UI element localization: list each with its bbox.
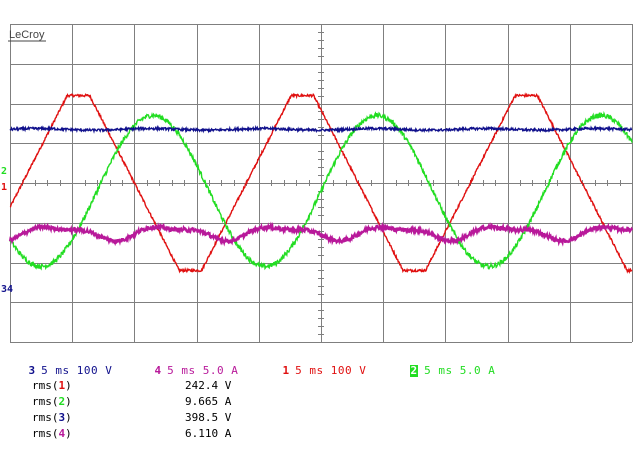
ch3-number: 3	[28, 364, 36, 377]
ch1-number: 1	[282, 364, 290, 377]
status-ch2[interactable]: 2 5 ms 5.0 A	[383, 347, 495, 377]
measurement-label: rms(2)	[32, 395, 72, 408]
measurement-row: rms(4) 6.110 A	[0, 426, 640, 442]
measurements-panel: rms(1) 242.4 V rms(2) 9.665 A rms(3) 398…	[0, 378, 640, 442]
oscilloscope-screen: 2 1 34 LeCroy	[0, 0, 640, 345]
screen-background	[0, 0, 640, 345]
measurement-value: 6.110 A	[185, 427, 232, 440]
measurement-value: 398.5 V	[185, 411, 232, 424]
ground-marker-1: 1	[1, 182, 7, 193]
measurement-row: rms(1) 242.4 V	[0, 378, 640, 394]
measurement-value: 242.4 V	[185, 379, 232, 392]
ground-marker-2: 2	[1, 166, 7, 177]
measurement-row: rms(3) 398.5 V	[0, 410, 640, 426]
measurement-value: 9.665 A	[185, 395, 232, 408]
measurement-row: rms(2) 9.665 A	[0, 394, 640, 410]
ch2-number: 2	[409, 364, 419, 377]
ch1-settings: 5 ms 100 V	[295, 364, 367, 377]
status-ch1[interactable]: 1 5 ms 100 V	[256, 347, 366, 377]
ch4-settings: 5 ms 5.0 A	[167, 364, 239, 377]
channel-status-bar: 3 5 ms 100 V 4 5 ms 5.0 A 1 5 ms 100 V 2 5 m…	[0, 347, 640, 377]
waveform-traces	[8, 92, 634, 275]
status-ch4[interactable]: 4 5 ms 5.0 A	[128, 347, 238, 377]
ch2-settings: 5 ms 5.0 A	[424, 364, 496, 377]
measurement-label: rms(1)	[32, 379, 72, 392]
trace-ch4	[8, 221, 634, 247]
graticule	[10, 24, 633, 343]
trace-ch1	[9, 92, 633, 275]
ch3-settings: 5 ms 100 V	[41, 364, 113, 377]
ch4-number: 4	[154, 364, 162, 377]
measurement-label: rms(4)	[32, 427, 72, 440]
ground-markers: 2 1 34	[1, 166, 13, 295]
measurement-label: rms(3)	[32, 411, 72, 424]
brand-logo: LeCroy	[9, 29, 45, 41]
ground-marker-34: 34	[1, 284, 13, 295]
trace-ch3	[9, 124, 633, 134]
status-ch3[interactable]: 3 5 ms 100 V	[2, 347, 112, 377]
